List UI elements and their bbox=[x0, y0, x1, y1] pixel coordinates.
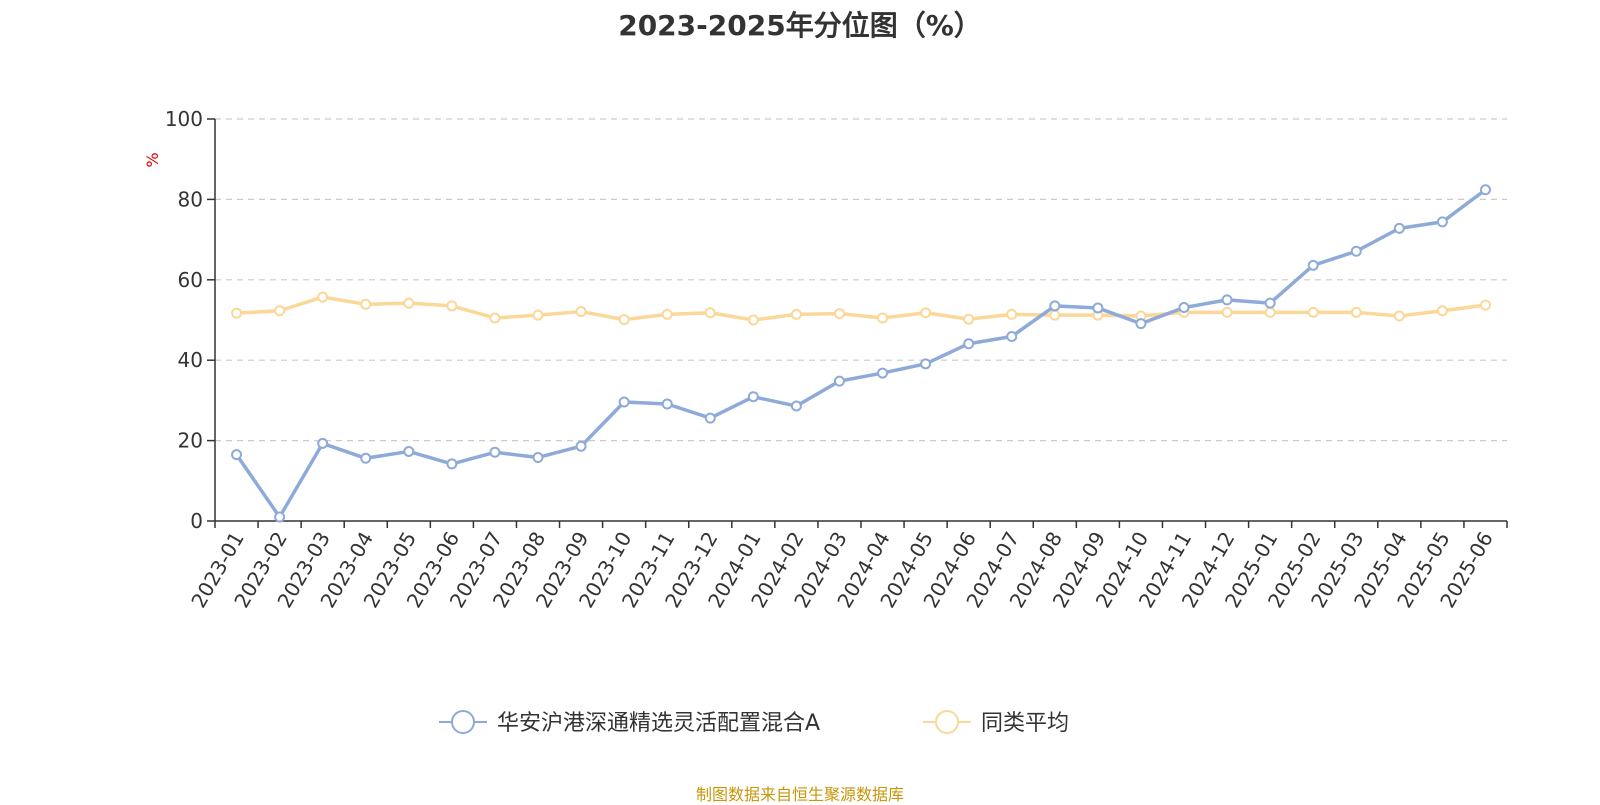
data-point[interactable] bbox=[1135, 318, 1147, 330]
data-point[interactable] bbox=[1049, 300, 1061, 312]
y-tick-labels: 0 20 40 60 80 100 bbox=[165, 107, 203, 533]
data-point[interactable] bbox=[1092, 302, 1104, 314]
data-point[interactable] bbox=[446, 300, 458, 312]
legend[interactable]: 华安沪港深通精选灵活配置混合A 同类平均 bbox=[439, 710, 1069, 736]
data-point[interactable] bbox=[877, 367, 889, 379]
source-note: 制图数据来自恒生聚源数据库 bbox=[695, 785, 904, 804]
data-point[interactable] bbox=[231, 307, 243, 319]
legend-marker bbox=[451, 710, 475, 734]
data-point[interactable] bbox=[920, 307, 932, 319]
data-point[interactable] bbox=[790, 400, 802, 412]
data-point[interactable] bbox=[1264, 306, 1276, 318]
data-point[interactable] bbox=[618, 314, 630, 326]
data-point[interactable] bbox=[661, 398, 673, 410]
data-point[interactable] bbox=[231, 449, 243, 461]
data-point[interactable] bbox=[833, 375, 845, 387]
data-point[interactable] bbox=[1350, 306, 1362, 318]
data-point[interactable] bbox=[1307, 306, 1319, 318]
series-1 bbox=[231, 291, 1491, 326]
data-point[interactable] bbox=[704, 412, 716, 424]
data-point[interactable] bbox=[1350, 245, 1362, 257]
data-point[interactable] bbox=[618, 396, 630, 408]
data-point[interactable] bbox=[704, 307, 716, 319]
data-point[interactable] bbox=[833, 308, 845, 320]
data-point[interactable] bbox=[274, 305, 286, 317]
data-point[interactable] bbox=[575, 306, 587, 318]
data-point[interactable] bbox=[532, 451, 544, 463]
data-point[interactable] bbox=[963, 338, 975, 350]
data-point[interactable] bbox=[360, 452, 372, 464]
data-point[interactable] bbox=[1049, 309, 1061, 321]
y-tick-label: 100 bbox=[165, 107, 203, 131]
data-point[interactable] bbox=[1479, 184, 1491, 196]
data-point[interactable] bbox=[1393, 310, 1405, 322]
data-point[interactable] bbox=[661, 308, 673, 320]
series-group bbox=[231, 184, 1491, 523]
data-point[interactable] bbox=[403, 297, 415, 309]
y-axis-label: % bbox=[143, 152, 162, 167]
series-0 bbox=[231, 184, 1491, 523]
data-point[interactable] bbox=[1221, 294, 1233, 306]
y-tick-label: 80 bbox=[178, 187, 203, 211]
data-point[interactable] bbox=[1264, 297, 1276, 309]
y-tick-label: 60 bbox=[178, 268, 203, 292]
data-point[interactable] bbox=[575, 440, 587, 452]
data-point[interactable] bbox=[446, 458, 458, 470]
data-point[interactable] bbox=[1006, 308, 1018, 320]
series-line bbox=[235, 188, 1487, 519]
data-point[interactable] bbox=[317, 437, 329, 449]
data-point[interactable] bbox=[920, 358, 932, 370]
chart-title: 2023-2025年分位图（%） bbox=[618, 9, 982, 42]
data-point[interactable] bbox=[489, 446, 501, 458]
axes bbox=[207, 118, 1508, 528]
data-point[interactable] bbox=[1006, 330, 1018, 342]
data-point[interactable] bbox=[877, 312, 889, 324]
legend-label: 华安沪港深通精选灵活配置混合A bbox=[497, 711, 820, 736]
legend-item-0[interactable]: 华安沪港深通精选灵活配置混合A bbox=[439, 710, 820, 736]
legend-item-1[interactable]: 同类平均 bbox=[923, 710, 1069, 736]
data-point[interactable] bbox=[403, 445, 415, 457]
data-point[interactable] bbox=[274, 511, 286, 523]
data-point[interactable] bbox=[963, 313, 975, 325]
data-point[interactable] bbox=[1393, 222, 1405, 234]
x-tick-labels: 2023-012023-022023-032023-042023-052023-… bbox=[186, 528, 1498, 612]
data-point[interactable] bbox=[360, 298, 372, 310]
data-point[interactable] bbox=[1436, 305, 1448, 317]
y-tick-label: 0 bbox=[190, 509, 203, 533]
data-point[interactable] bbox=[489, 312, 501, 324]
grid-lines bbox=[215, 118, 1507, 442]
data-point[interactable] bbox=[1307, 259, 1319, 271]
series-line bbox=[236, 295, 1486, 322]
legend-label: 同类平均 bbox=[981, 711, 1069, 736]
data-point[interactable] bbox=[790, 308, 802, 320]
data-point[interactable] bbox=[1436, 216, 1448, 228]
data-point[interactable] bbox=[532, 309, 544, 321]
data-point[interactable] bbox=[317, 291, 329, 303]
data-point[interactable] bbox=[1178, 302, 1190, 314]
legend-marker bbox=[935, 710, 959, 734]
data-point[interactable] bbox=[1479, 299, 1491, 311]
y-tick-label: 20 bbox=[178, 429, 203, 453]
y-tick-label: 40 bbox=[178, 348, 203, 372]
data-point[interactable] bbox=[1221, 306, 1233, 318]
data-point[interactable] bbox=[747, 314, 759, 326]
data-point[interactable] bbox=[747, 391, 759, 403]
